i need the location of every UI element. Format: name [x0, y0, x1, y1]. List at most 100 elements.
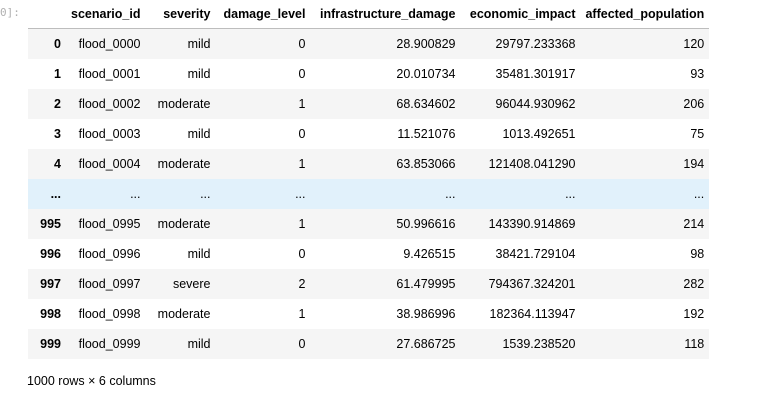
header-damage-level: damage_level	[215, 0, 311, 29]
row-index: 3	[54, 126, 61, 141]
row-index: ...	[50, 186, 61, 201]
row-index: 0	[54, 36, 61, 51]
cell-affected-population: 206	[683, 96, 705, 111]
cell-economic-impact: 29797.233368	[495, 36, 576, 51]
cell-infrastructure-damage: 20.010734	[396, 66, 456, 81]
cell-affected-population: 75	[690, 126, 705, 141]
cell-affected-population: 118	[684, 336, 705, 351]
table-row-ellipsis: .....................	[28, 178, 710, 209]
cell-scenario-id: flood_0000	[78, 36, 141, 51]
table-body: 0 flood_0000 mild 0 28.900829 29797.233368 120…	[28, 28, 710, 359]
cell-severity: moderate	[157, 216, 211, 231]
cell-severity: moderate	[157, 96, 211, 111]
cell-severity: mild	[187, 36, 211, 51]
cell-scenario-id: flood_0995	[78, 216, 141, 231]
cell-scenario-id: ...	[130, 186, 141, 201]
header-economic-impact: economic_impact	[460, 0, 581, 29]
cell-damage-level: 0	[298, 246, 306, 261]
cell-severity: mild	[187, 66, 211, 81]
row-index: 998	[40, 306, 61, 321]
cell-infrastructure-damage: 61.479995	[396, 276, 456, 291]
dataframe-shape-summary: 1000 rows × 6 columns	[27, 374, 156, 388]
cell-scenario-id: flood_0996	[78, 246, 141, 261]
cell-scenario-id: flood_0001	[78, 66, 141, 81]
cell-infrastructure-damage: ...	[445, 186, 456, 201]
cell-infrastructure-damage: 50.996616	[396, 216, 456, 231]
cell-affected-population: 214	[683, 216, 705, 231]
cell-scenario-id: flood_0003	[78, 126, 141, 141]
cell-scenario-id: flood_0997	[78, 276, 141, 291]
table-row: 0 flood_0000 mild 0 28.900829 29797.233368 120	[28, 28, 710, 59]
cell-affected-population: 282	[683, 276, 705, 291]
cell-scenario-id: flood_0998	[78, 306, 141, 321]
cell-economic-impact: 121408.041290	[488, 156, 576, 171]
cell-infrastructure-damage: 63.853066	[396, 156, 456, 171]
table-row: 1 flood_0001 mild 0 20.010734 35481.301917 93	[28, 58, 710, 89]
cell-economic-impact: 96044.930962	[495, 96, 576, 111]
cell-economic-impact: 143390.914869	[488, 216, 576, 231]
table-row: 4 flood_0004 moderate 1 63.853066 121408.0412…	[28, 148, 710, 179]
table-row: 996 flood_0996 mild 0 9.426515 38421.729104 98	[28, 238, 710, 269]
cell-economic-impact: 35481.301917	[495, 66, 576, 81]
cell-damage-level: 2	[298, 276, 306, 291]
row-index: 997	[40, 276, 61, 291]
header-index	[28, 0, 66, 29]
cell-damage-level: 0	[298, 336, 306, 351]
cell-severity: severe	[172, 276, 211, 291]
cell-severity: mild	[187, 126, 211, 141]
cell-infrastructure-damage: 9.426515	[403, 246, 456, 261]
row-index: 4	[54, 156, 61, 171]
cell-scenario-id: flood_0004	[78, 156, 141, 171]
cell-damage-level: 1	[298, 96, 306, 111]
table-row: 997 flood_0997 severe 2 61.479995 794367.3242…	[28, 268, 710, 299]
table-row: 998 flood_0998 moderate 1 38.986996 182364.11…	[28, 298, 710, 329]
cell-severity: moderate	[157, 156, 211, 171]
cell-infrastructure-damage: 11.521076	[397, 126, 456, 141]
cell-economic-impact: 1539.238520	[502, 336, 576, 351]
cell-affected-population: 192	[683, 306, 705, 321]
row-index: 999	[40, 336, 61, 351]
cell-damage-level: 1	[298, 216, 306, 231]
dataframe-output: scenario_id severity damage_level infras…	[28, 0, 710, 359]
cell-economic-impact: 38421.729104	[495, 246, 576, 261]
dataframe-table: scenario_id severity damage_level infras…	[28, 0, 710, 359]
cell-infrastructure-damage: 28.900829	[396, 36, 456, 51]
cell-damage-level: 1	[298, 156, 306, 171]
cell-affected-population: 120	[683, 36, 705, 51]
table-row: 995 flood_0995 moderate 1 50.996616 143390.91…	[28, 208, 710, 239]
cell-affected-population: ...	[693, 186, 705, 201]
table-header: scenario_id severity damage_level infras…	[28, 0, 710, 29]
cell-infrastructure-damage: 38.986996	[396, 306, 456, 321]
cell-economic-impact: ...	[565, 186, 576, 201]
cell-economic-impact: 1013.492651	[502, 126, 576, 141]
cell-affected-population: 194	[683, 156, 705, 171]
table-row: 2 flood_0002 moderate 1 68.634602 96044.93096…	[28, 88, 710, 119]
cell-scenario-id: flood_0002	[78, 96, 141, 111]
cell-infrastructure-damage: 27.686725	[396, 336, 456, 351]
cell-severity: ...	[200, 186, 211, 201]
row-index: 1	[54, 66, 61, 81]
cell-severity: mild	[187, 246, 211, 261]
cell-affected-population: 98	[690, 246, 705, 261]
header-row: scenario_id severity damage_level infras…	[28, 0, 710, 29]
cell-damage-level: 0	[298, 36, 306, 51]
cell-damage-level: 0	[298, 126, 306, 141]
cell-infrastructure-damage: 68.634602	[396, 96, 456, 111]
cell-economic-impact: 794367.324201	[488, 276, 576, 291]
cell-severity: mild	[187, 336, 211, 351]
cell-affected-population: 93	[690, 66, 705, 81]
row-index: 2	[54, 96, 61, 111]
cell-damage-level: 1	[298, 306, 306, 321]
table-row: 999 flood_0999 mild 0 27.686725 1539.238520 11…	[28, 328, 710, 359]
cell-severity: moderate	[157, 306, 211, 321]
cell-scenario-id: flood_0999	[78, 336, 141, 351]
cell-damage-level: 0	[298, 66, 306, 81]
header-severity: severity	[145, 0, 216, 29]
header-affected-population: affected_population	[580, 0, 710, 29]
header-infrastructure-damage: infrastructure_damage	[310, 0, 461, 29]
cell-damage-level: ...	[295, 186, 306, 201]
row-index: 996	[40, 246, 61, 261]
cell-economic-impact: 182364.113947	[489, 306, 576, 321]
row-index: 995	[40, 216, 61, 231]
cell-prompt-fragment: 0]:	[0, 6, 20, 19]
